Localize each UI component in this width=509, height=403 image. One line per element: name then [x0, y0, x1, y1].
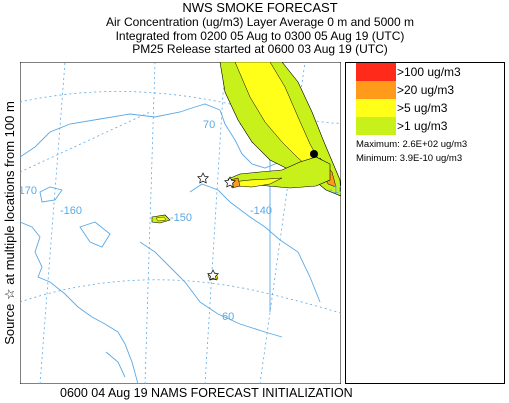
lon-labels: -170 -160 -150 -140 -100	[20, 184, 341, 224]
legend-swatch-100	[356, 63, 396, 81]
source-markers	[197, 172, 236, 281]
lon-label-170: -170	[20, 185, 37, 197]
legend-item: >100 ug/m3	[356, 63, 461, 81]
lat-label-60: 60	[222, 311, 234, 323]
legend-swatch-5	[356, 99, 396, 117]
lon-label-150: -150	[170, 212, 192, 224]
maximum-value: Maximum: 2.6E+02 ug/m3	[356, 139, 468, 150]
forecast-initialization: 0600 04 Aug 19 NAMS FORECAST INITIALIZAT…	[60, 386, 353, 400]
release-info: PM25 Release started at 0600 03 Aug 19 (…	[132, 42, 388, 57]
smoke-plume	[151, 62, 341, 281]
legend-label: >100 ug/m3	[397, 65, 461, 79]
integration-period: Integrated from 0200 05 Aug to 0300 05 A…	[115, 28, 405, 43]
legend-label: >1 ug/m3	[397, 119, 448, 133]
concentration-subtitle: Air Concentration (ug/m3) Layer Average …	[106, 15, 414, 29]
lat-label-70: 70	[203, 119, 215, 131]
legend-swatch-20	[356, 81, 396, 99]
lat-labels: 70 60	[203, 119, 234, 323]
lon-label-100: -100	[329, 184, 341, 196]
title-block: NWS SMOKE FORECAST Air Concentration (ug…	[20, 0, 500, 57]
coastline	[20, 103, 321, 384]
legend-label: >20 ug/m3	[397, 83, 455, 97]
smoke-map: -170 -160 -150 -140 -100 70 60	[20, 62, 341, 384]
source-label: Source ☆ at multiple locations from 100 …	[2, 101, 17, 345]
legend-swatch-1	[356, 117, 396, 135]
legend-box: >100 ug/m3 >20 ug/m3 >5 ug/m3 >1 ug/m3 M…	[345, 62, 505, 384]
legend-item: >5 ug/m3	[356, 99, 447, 117]
legend-item: >1 ug/m3	[356, 117, 447, 135]
forecast-title: NWS SMOKE FORECAST	[182, 0, 338, 15]
minimum-value: Minimum: 3.9E-10 ug/m3	[356, 153, 463, 164]
legend-item: >20 ug/m3	[356, 81, 454, 99]
lon-label-140: -140	[250, 205, 272, 217]
legend-label: >5 ug/m3	[397, 101, 448, 115]
lon-label-160: -160	[60, 205, 82, 217]
